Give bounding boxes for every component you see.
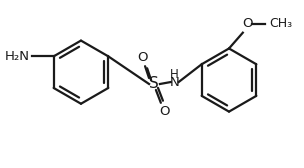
Text: CH₃: CH₃ [269, 17, 292, 30]
Text: N: N [170, 76, 180, 89]
Text: O: O [243, 17, 253, 30]
Text: H: H [170, 68, 179, 81]
Text: S: S [149, 76, 159, 92]
Text: H₂N: H₂N [5, 50, 30, 63]
Text: O: O [137, 51, 147, 64]
Text: O: O [160, 105, 170, 118]
